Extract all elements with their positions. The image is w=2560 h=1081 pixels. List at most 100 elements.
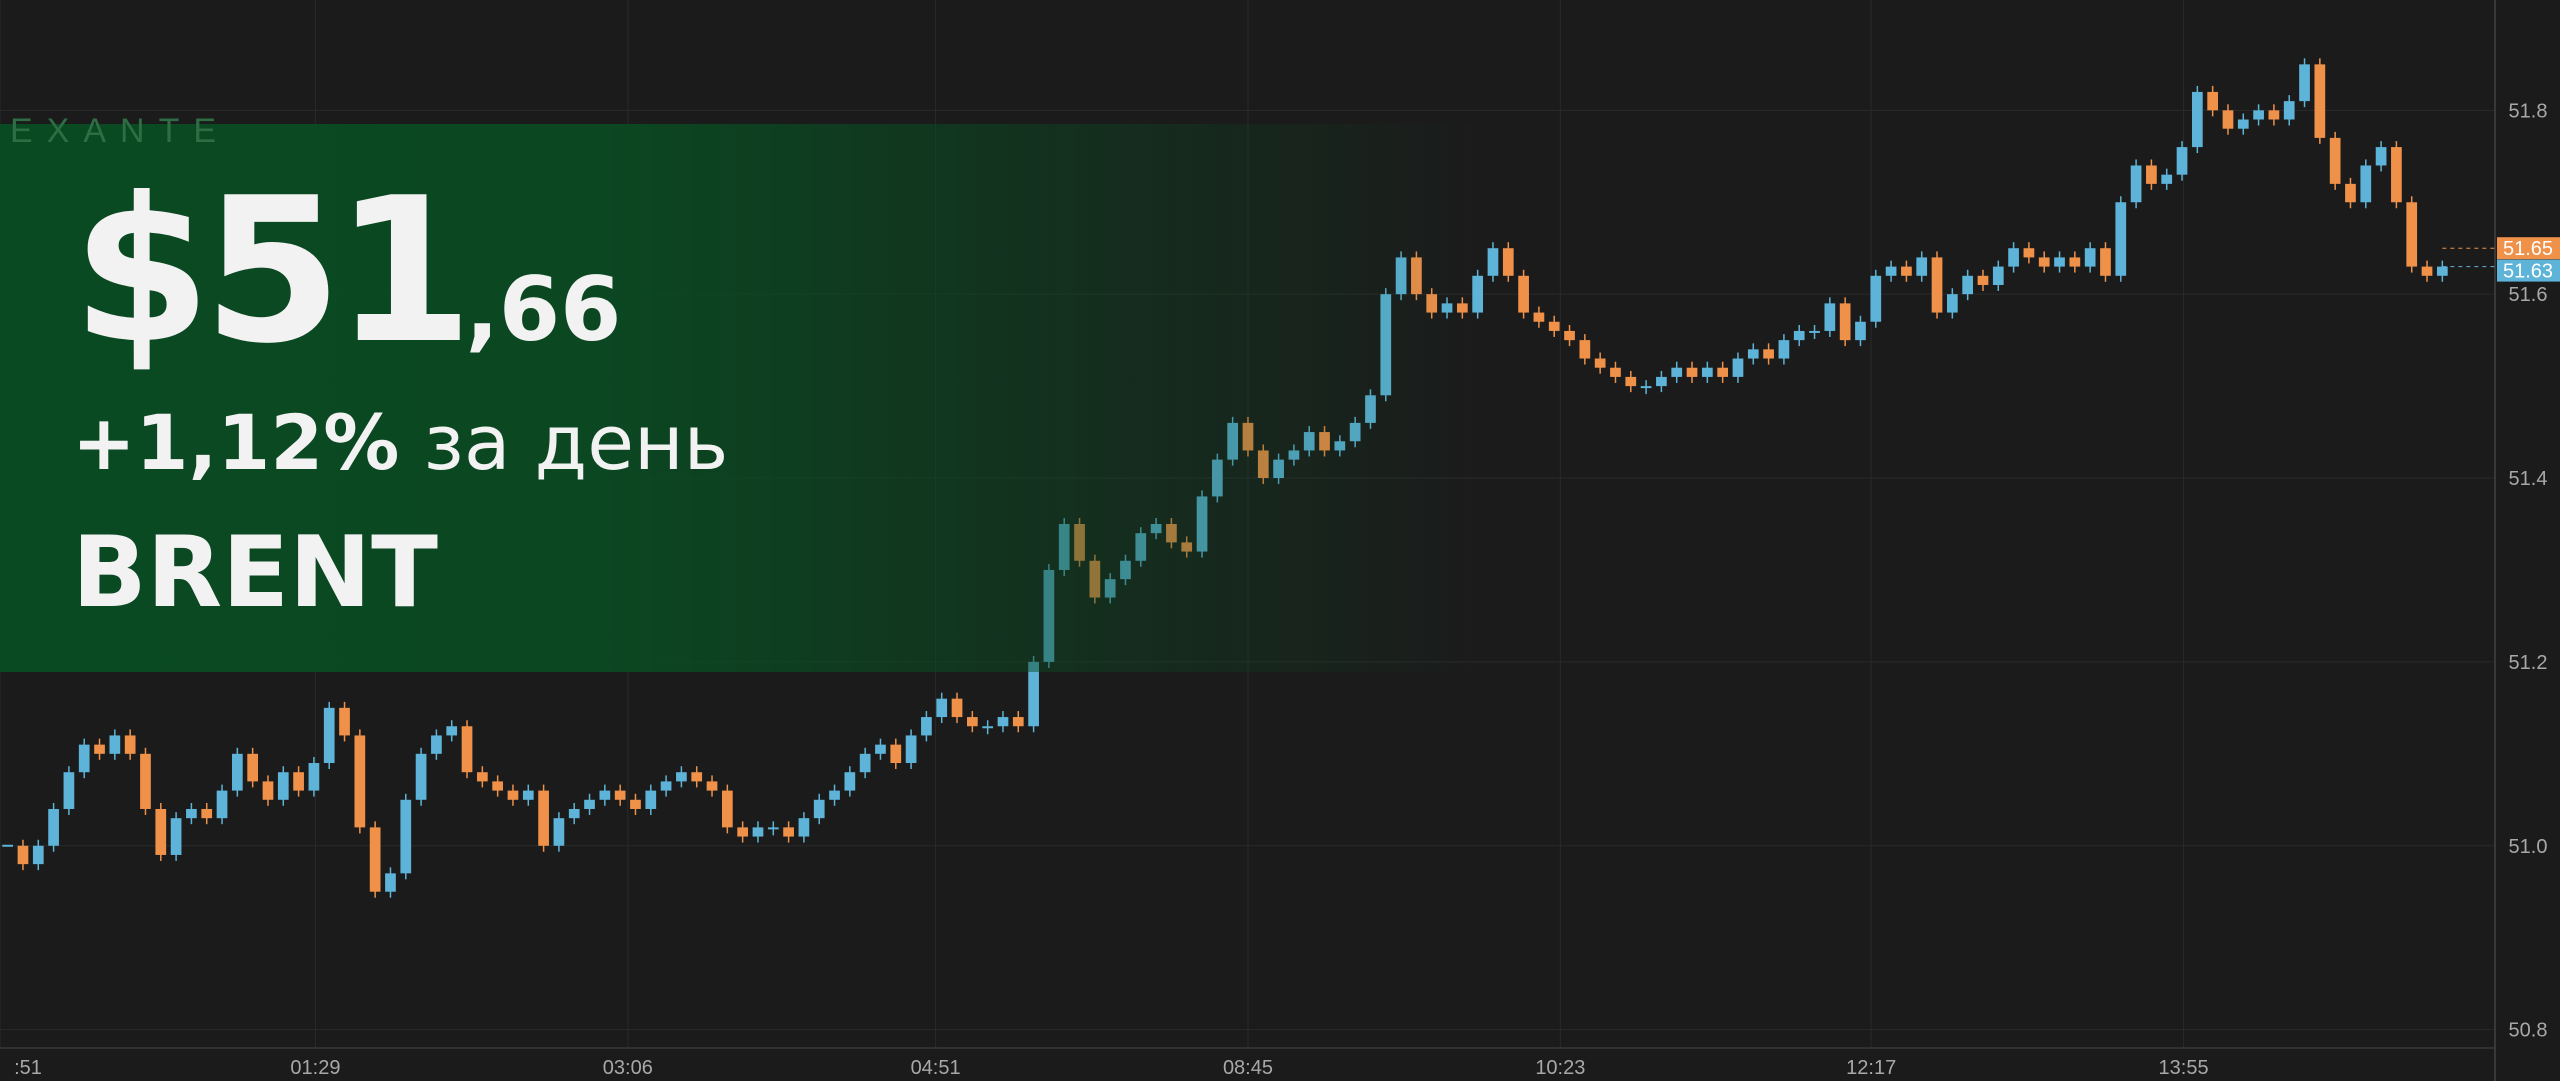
- candle: [1012, 717, 1024, 727]
- y-tick-label: 51.2: [2509, 652, 2548, 674]
- candle: [706, 781, 718, 791]
- candle: [339, 707, 350, 736]
- candle: [1870, 275, 1882, 322]
- candle: [1028, 661, 1039, 727]
- candle: [2345, 183, 2356, 203]
- candle: [1977, 275, 1989, 285]
- candle: [1686, 367, 1698, 377]
- x-tick-label: 13:55: [2159, 1057, 2209, 1079]
- candle: [262, 781, 274, 800]
- candle: [921, 717, 932, 736]
- candle: [1518, 275, 1529, 313]
- candle: [538, 790, 549, 846]
- candle: [1901, 266, 1912, 276]
- candle: [2237, 119, 2249, 129]
- candle: [1793, 330, 1805, 341]
- candle: [461, 726, 473, 773]
- candle: [2115, 202, 2127, 276]
- change: +1,12% за день: [72, 398, 728, 487]
- candle: [1747, 349, 1759, 359]
- candle: [2314, 64, 2326, 138]
- candle: [645, 790, 657, 809]
- candle: [691, 772, 703, 782]
- y-tick-label: 51.0: [2509, 836, 2548, 858]
- candle: [1502, 248, 1514, 276]
- candle: [109, 735, 121, 754]
- candle: [2054, 257, 2065, 267]
- candle: [385, 873, 396, 892]
- candle: [2283, 101, 2295, 120]
- candle: [2176, 147, 2188, 175]
- candle: [584, 799, 595, 809]
- candle: [1839, 303, 1851, 341]
- candle: [660, 781, 672, 791]
- candle: [2391, 147, 2402, 203]
- candle: [676, 772, 687, 782]
- price-marker: [2497, 259, 2560, 282]
- candle: [2207, 91, 2219, 111]
- candle: [2436, 266, 2448, 276]
- candle: [951, 698, 963, 718]
- x-tick-label: 10:23: [1535, 1057, 1585, 1079]
- y-tick-label: 50.8: [2509, 1020, 2548, 1042]
- candle: [522, 790, 534, 800]
- candle: [2146, 165, 2157, 184]
- price: $51,66: [72, 155, 621, 388]
- candle: [400, 799, 412, 874]
- candle: [798, 818, 810, 837]
- candle: [2023, 248, 2035, 258]
- candle: [507, 790, 519, 800]
- y-tick-label: 51.6: [2509, 284, 2548, 306]
- candle: [2130, 165, 2142, 203]
- ticker: BRENT: [72, 516, 438, 630]
- candle: [1962, 275, 1974, 295]
- candle: [48, 808, 59, 846]
- candle: [1487, 248, 1499, 276]
- x-tick-label: 04:51: [911, 1057, 961, 1079]
- candle: [1778, 340, 1790, 359]
- candle: [1594, 358, 1606, 368]
- candle: [170, 818, 182, 855]
- candle: [94, 744, 105, 754]
- candle: [2299, 64, 2310, 102]
- candle: [2191, 91, 2203, 148]
- candle: [1946, 294, 1958, 313]
- candle: [1610, 367, 1621, 377]
- candle: [875, 744, 886, 754]
- candle: [155, 808, 167, 855]
- candle: [1548, 321, 1560, 331]
- candle: [936, 698, 948, 718]
- price-marker-label: 51.63: [2503, 261, 2553, 283]
- candle: [599, 790, 611, 800]
- candle: [369, 827, 381, 892]
- candle: [1809, 330, 1820, 333]
- x-tick-label: 08:45: [1223, 1057, 1273, 1079]
- candle: [2268, 110, 2280, 120]
- candle: [1732, 358, 1744, 377]
- brand: EXANTE: [10, 112, 230, 150]
- candle: [966, 717, 978, 727]
- candle: [78, 744, 90, 773]
- candle: [186, 808, 197, 819]
- candle: [446, 726, 458, 736]
- candle: [783, 827, 794, 837]
- candle: [721, 790, 733, 828]
- candle: [737, 827, 749, 837]
- candle: [1824, 303, 1836, 331]
- x-tick-label: 01:29: [290, 1057, 340, 1079]
- candle: [1885, 266, 1897, 276]
- candle: [1717, 367, 1729, 377]
- candle: [354, 735, 366, 828]
- candle: [1533, 312, 1545, 322]
- candle: [1763, 349, 1774, 359]
- candle: [2100, 248, 2111, 276]
- candle: [568, 808, 580, 819]
- candle: [1701, 367, 1713, 377]
- price-main: $51: [72, 155, 465, 388]
- candle: [308, 763, 320, 791]
- candle: [2329, 137, 2341, 184]
- candle: [476, 772, 488, 782]
- candle: [2008, 248, 2019, 267]
